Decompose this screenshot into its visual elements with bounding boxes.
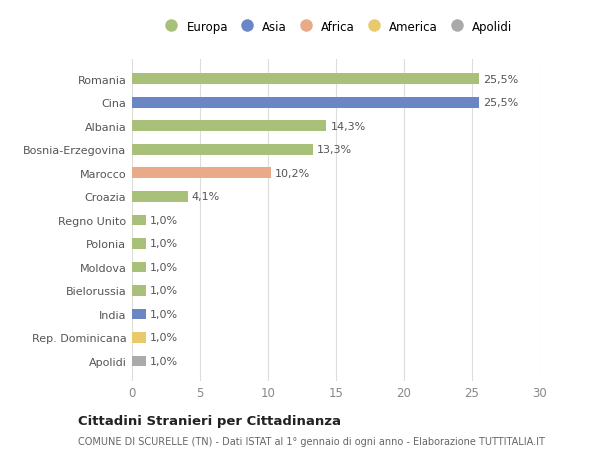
Bar (132, 215, 146, 226)
Text: COMUNE DI SCURELLE (TN) - Dati ISTAT al 1° gennaio di ogni anno - Elaborazione T: COMUNE DI SCURELLE (TN) - Dati ISTAT al … (78, 437, 545, 446)
Text: 1,0%: 1,0% (149, 356, 178, 366)
Bar (132, 121, 326, 132)
Text: 1,0%: 1,0% (149, 215, 178, 225)
Text: 1,0%: 1,0% (149, 239, 178, 249)
Text: 25,5%: 25,5% (483, 74, 518, 84)
Bar (132, 98, 479, 108)
Text: 13,3%: 13,3% (317, 145, 352, 155)
Bar (132, 262, 146, 273)
Text: 1,0%: 1,0% (149, 309, 178, 319)
Text: 10,2%: 10,2% (275, 168, 310, 179)
Text: 1,0%: 1,0% (149, 285, 178, 296)
Bar (132, 168, 271, 179)
Bar (132, 191, 188, 202)
Legend: Europa, Asia, Africa, America, Apolidi: Europa, Asia, Africa, America, Apolidi (160, 21, 512, 34)
Bar (132, 74, 479, 85)
Text: 14,3%: 14,3% (331, 122, 366, 131)
Bar (132, 356, 146, 366)
Bar (132, 332, 146, 343)
Text: 25,5%: 25,5% (483, 98, 518, 108)
Text: 4,1%: 4,1% (192, 192, 220, 202)
Bar (132, 145, 313, 155)
Text: 1,0%: 1,0% (149, 333, 178, 342)
Text: 1,0%: 1,0% (149, 262, 178, 272)
Bar (132, 309, 146, 319)
Text: Cittadini Stranieri per Cittadinanza: Cittadini Stranieri per Cittadinanza (78, 414, 341, 428)
Bar (132, 239, 146, 249)
Bar (132, 285, 146, 296)
